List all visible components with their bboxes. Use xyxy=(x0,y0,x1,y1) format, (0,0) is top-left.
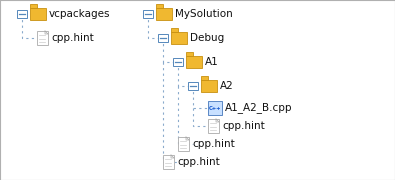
FancyBboxPatch shape xyxy=(156,8,172,20)
Text: MySolution: MySolution xyxy=(175,9,233,19)
FancyBboxPatch shape xyxy=(186,52,193,56)
FancyBboxPatch shape xyxy=(201,80,217,92)
FancyBboxPatch shape xyxy=(17,10,27,18)
FancyBboxPatch shape xyxy=(208,101,222,115)
FancyBboxPatch shape xyxy=(30,8,46,20)
FancyBboxPatch shape xyxy=(143,10,153,18)
Text: cpp.hint: cpp.hint xyxy=(222,121,265,131)
Text: cpp.hint: cpp.hint xyxy=(192,139,235,149)
Text: A1_A2_B.cpp: A1_A2_B.cpp xyxy=(225,103,293,113)
FancyBboxPatch shape xyxy=(158,34,168,42)
Text: C++: C++ xyxy=(209,106,221,111)
FancyBboxPatch shape xyxy=(178,137,189,151)
FancyBboxPatch shape xyxy=(208,119,219,133)
FancyBboxPatch shape xyxy=(173,58,183,66)
FancyBboxPatch shape xyxy=(30,4,37,8)
FancyBboxPatch shape xyxy=(201,76,208,80)
FancyBboxPatch shape xyxy=(188,82,198,90)
Text: cpp.hint: cpp.hint xyxy=(51,33,94,43)
FancyBboxPatch shape xyxy=(186,56,202,68)
FancyBboxPatch shape xyxy=(171,28,178,32)
FancyBboxPatch shape xyxy=(171,32,187,44)
Text: vcpackages: vcpackages xyxy=(49,9,111,19)
FancyBboxPatch shape xyxy=(156,4,163,8)
FancyBboxPatch shape xyxy=(163,155,174,169)
Text: cpp.hint: cpp.hint xyxy=(177,157,220,167)
Text: A1: A1 xyxy=(205,57,219,67)
Text: Debug: Debug xyxy=(190,33,224,43)
FancyBboxPatch shape xyxy=(37,31,48,45)
Text: A2: A2 xyxy=(220,81,234,91)
